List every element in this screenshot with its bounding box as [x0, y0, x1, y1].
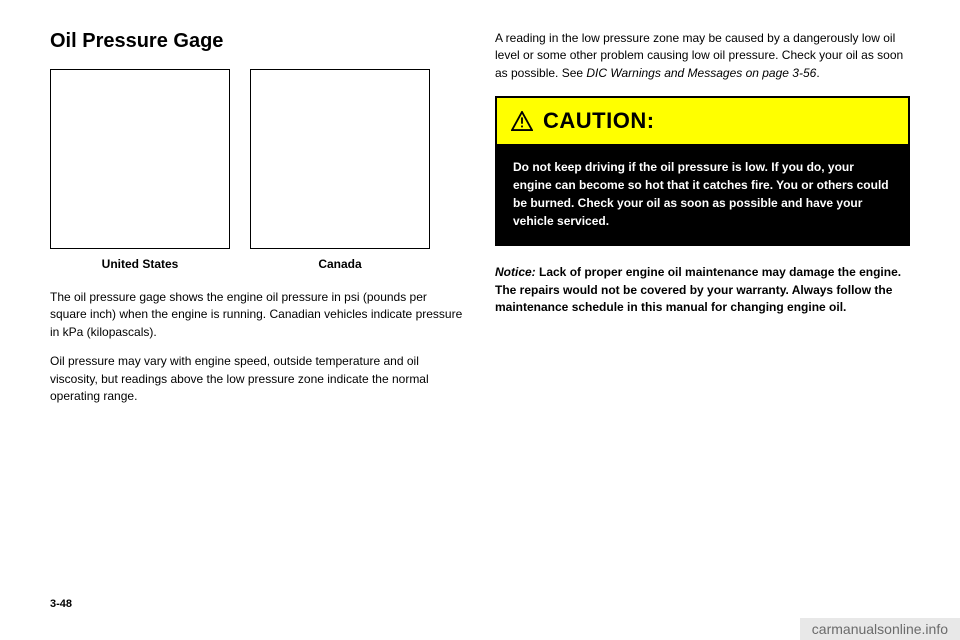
- xref-dic-warnings: DIC Warnings and Messages on page 3-56: [586, 66, 816, 80]
- right-intro: A reading in the low pressure zone may b…: [495, 30, 910, 82]
- gage-label-us: United States: [50, 257, 230, 271]
- gage-image-us: [50, 69, 230, 249]
- right-intro-b: .: [816, 66, 819, 80]
- page-content: Oil Pressure Gage United States Canada T…: [0, 0, 960, 437]
- left-paragraph-1: The oil pressure gage shows the engine o…: [50, 289, 465, 341]
- caution-body: Do not keep driving if the oil pressure …: [497, 144, 908, 244]
- caution-header: CAUTION:: [497, 98, 908, 144]
- caution-title: CAUTION:: [543, 108, 655, 134]
- right-column: A reading in the low pressure zone may b…: [495, 30, 910, 417]
- section-title: Oil Pressure Gage: [50, 30, 465, 53]
- caution-box: CAUTION: Do not keep driving if the oil …: [495, 96, 910, 246]
- warning-icon: [511, 111, 533, 131]
- notice-paragraph: Notice: Lack of proper engine oil mainte…: [495, 264, 910, 316]
- page-number: 3-48: [50, 598, 72, 610]
- left-column: Oil Pressure Gage United States Canada T…: [50, 30, 465, 417]
- gage-image-ca: [250, 69, 430, 249]
- gage-labels: United States Canada: [50, 257, 465, 271]
- notice-body: Lack of proper engine oil maintenance ma…: [495, 265, 901, 314]
- gage-images: [50, 69, 465, 249]
- watermark: carmanualsonline.info: [800, 618, 960, 640]
- notice-lead: Notice:: [495, 265, 536, 279]
- gage-label-ca: Canada: [250, 257, 430, 271]
- left-paragraph-2: Oil pressure may vary with engine speed,…: [50, 353, 465, 405]
